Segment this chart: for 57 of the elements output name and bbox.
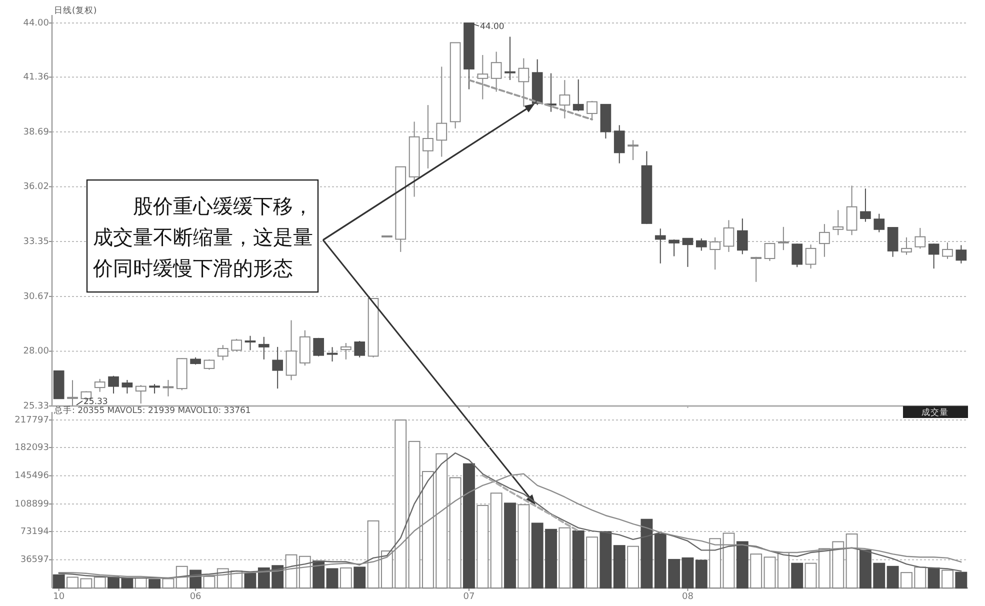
bar [340,567,352,588]
line-series [468,79,594,120]
y-tick-label: 25.33 [23,401,49,412]
y-tick-label: 217797 [14,415,49,426]
y-tick-label: 73194 [20,526,50,538]
y-tick-label: 108899 [14,499,50,510]
y-tick-label: 145496 [14,471,50,482]
text: 日线(复权) [54,5,97,16]
bar [558,527,571,588]
bar [490,492,502,588]
bar [572,530,584,588]
y-tick-label: 36597 [20,555,49,566]
text: 成交量 [922,407,948,418]
bar [955,572,968,588]
bar [627,546,640,588]
line-series [482,474,580,532]
x-tick-label: 10 [53,592,65,602]
y-tick-label: 30.67 [23,292,49,302]
bar [312,560,325,588]
bar [736,541,748,588]
annotation: 44.00 [480,22,504,32]
bar [586,536,598,588]
x-tick-label: 06 [190,592,202,602]
bar [791,562,804,588]
bar [354,566,366,588]
y-tick-label: 36.02 [23,182,49,192]
x-tick-label: 08 [682,592,694,602]
annotation: 25.33 [84,397,108,407]
bar [886,566,899,588]
bar [640,518,653,588]
y-tick-label: 41.36 [23,72,50,83]
bar [518,504,530,588]
y-tick-label: 38.69 [23,127,50,138]
bar [52,574,65,588]
bar [326,568,338,588]
y-tick-label: 44.00 [23,18,50,28]
bar [613,545,626,588]
bar [942,570,954,588]
bar [600,531,612,588]
bar [244,572,256,588]
bar [764,556,776,588]
y-tick-label: 182093 [14,442,49,454]
bar [804,562,817,588]
annotation: 股价重心缓缓下移，成交量不断缩量，这是量价同时缓慢下滑的形态 [92,194,313,280]
y-tick-label: 33.35 [23,236,49,247]
bar [463,463,475,588]
bar [682,557,694,588]
bar [750,554,762,588]
x-tick-label: 07 [463,592,475,602]
bar [695,560,708,588]
bar [148,579,161,588]
bar [504,502,516,588]
bar [476,504,489,588]
y-tick-label: 28.00 [23,346,50,357]
line-series [58,452,962,579]
bar [928,567,940,588]
text: 总手: 20355 MAVOL5: 21939 MAVOL10: 33761 [53,405,251,416]
